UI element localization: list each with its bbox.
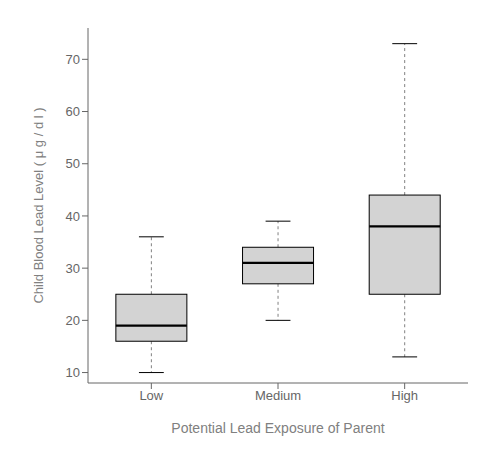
svg-text:Low: Low — [139, 388, 163, 403]
svg-text:50: 50 — [66, 156, 80, 171]
svg-text:Child Blood Lead Level ( μ g /: Child Blood Lead Level ( μ g / d l ) — [31, 107, 46, 303]
svg-text:Medium: Medium — [255, 388, 301, 403]
svg-text:70: 70 — [66, 52, 80, 67]
svg-text:High: High — [391, 388, 418, 403]
svg-text:10: 10 — [66, 365, 80, 380]
svg-text:30: 30 — [66, 261, 80, 276]
svg-text:20: 20 — [66, 313, 80, 328]
svg-text:40: 40 — [66, 209, 80, 224]
svg-text:60: 60 — [66, 104, 80, 119]
svg-text:Potential Lead Exposure of Par: Potential Lead Exposure of Parent — [171, 420, 384, 436]
